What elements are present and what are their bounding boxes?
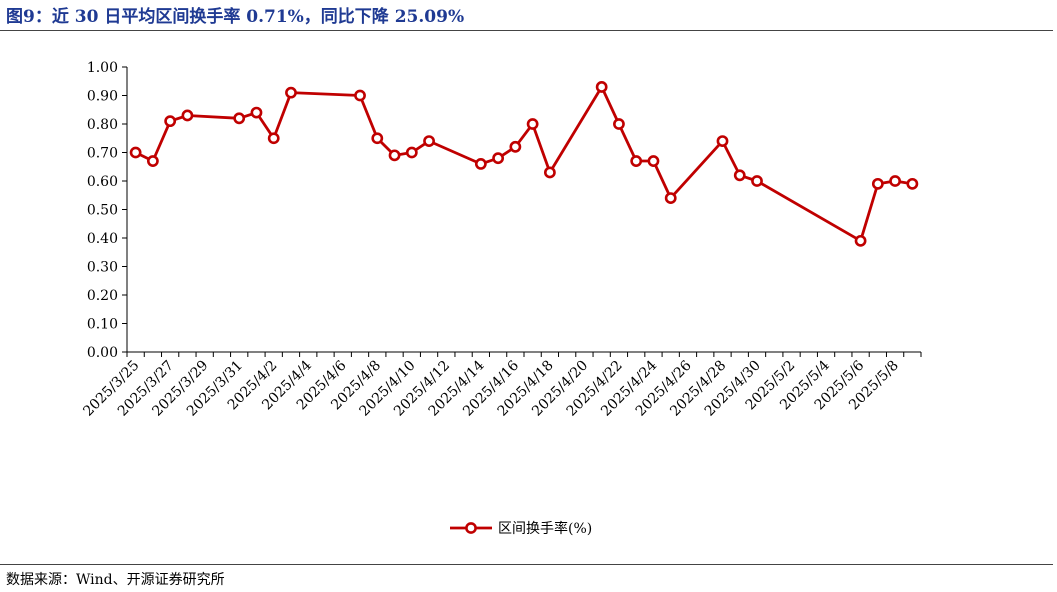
y-tick-label: 0.80 bbox=[87, 117, 118, 133]
data-point bbox=[595, 81, 608, 93]
chart-axes bbox=[126, 67, 921, 353]
data-point bbox=[250, 106, 263, 119]
footer-divider bbox=[0, 564, 1053, 565]
y-tick-label: 0.90 bbox=[87, 89, 118, 105]
data-point bbox=[733, 169, 746, 182]
y-axis-ticks: 0.00 0.10 0.20 0.30 0.40 0.50 0.60 0.70 0.80 0.90… bbox=[87, 60, 127, 361]
y-tick-label: 1.00 bbox=[87, 60, 118, 76]
y-tick-label: 0.10 bbox=[87, 317, 118, 333]
chart-series bbox=[129, 81, 919, 247]
legend: 区间换手率(%) bbox=[450, 520, 592, 537]
data-point bbox=[664, 192, 677, 204]
y-tick-label: 0.20 bbox=[87, 288, 118, 304]
data-point bbox=[492, 152, 505, 165]
data-point bbox=[543, 166, 556, 179]
y-tick-label: 0.00 bbox=[87, 345, 118, 361]
y-tick-label: 0.60 bbox=[87, 174, 118, 190]
data-point bbox=[526, 118, 539, 130]
y-tick-label: 0.50 bbox=[87, 203, 118, 219]
data-point bbox=[716, 135, 729, 147]
y-tick-label: 0.40 bbox=[87, 231, 118, 247]
data-point bbox=[613, 118, 625, 130]
data-point bbox=[854, 234, 867, 247]
x-axis-ticks: 2025/3/252025/3/272025/3/292025/3/312025… bbox=[80, 352, 922, 420]
data-point bbox=[371, 132, 384, 145]
data-point bbox=[233, 112, 246, 125]
data-point bbox=[267, 132, 280, 145]
data-point bbox=[354, 89, 366, 102]
data-point bbox=[871, 177, 884, 190]
data-point bbox=[285, 86, 297, 99]
data-point bbox=[146, 155, 159, 167]
data-point bbox=[647, 155, 660, 167]
chart-title: 图9：近 30 日平均区间换手率 0.71%，同比下降 25.09% bbox=[6, 7, 465, 27]
title-divider bbox=[0, 30, 1053, 31]
data-point bbox=[405, 146, 418, 159]
y-tick-label: 0.30 bbox=[87, 260, 118, 276]
data-point bbox=[906, 177, 919, 190]
data-point bbox=[181, 109, 194, 122]
legend-marker bbox=[465, 522, 477, 534]
data-point bbox=[423, 135, 435, 147]
data-point bbox=[630, 155, 643, 167]
y-tick-label: 0.70 bbox=[87, 146, 118, 162]
data-point bbox=[164, 115, 177, 128]
data-point bbox=[509, 140, 522, 153]
data-point bbox=[388, 149, 401, 162]
data-point bbox=[129, 146, 142, 159]
data-point bbox=[474, 157, 487, 170]
data-point bbox=[889, 175, 902, 187]
legend-label: 区间换手率(%) bbox=[498, 520, 592, 537]
source-note: 数据来源：Wind、开源证券研究所 bbox=[6, 572, 225, 588]
data-point bbox=[751, 175, 763, 187]
